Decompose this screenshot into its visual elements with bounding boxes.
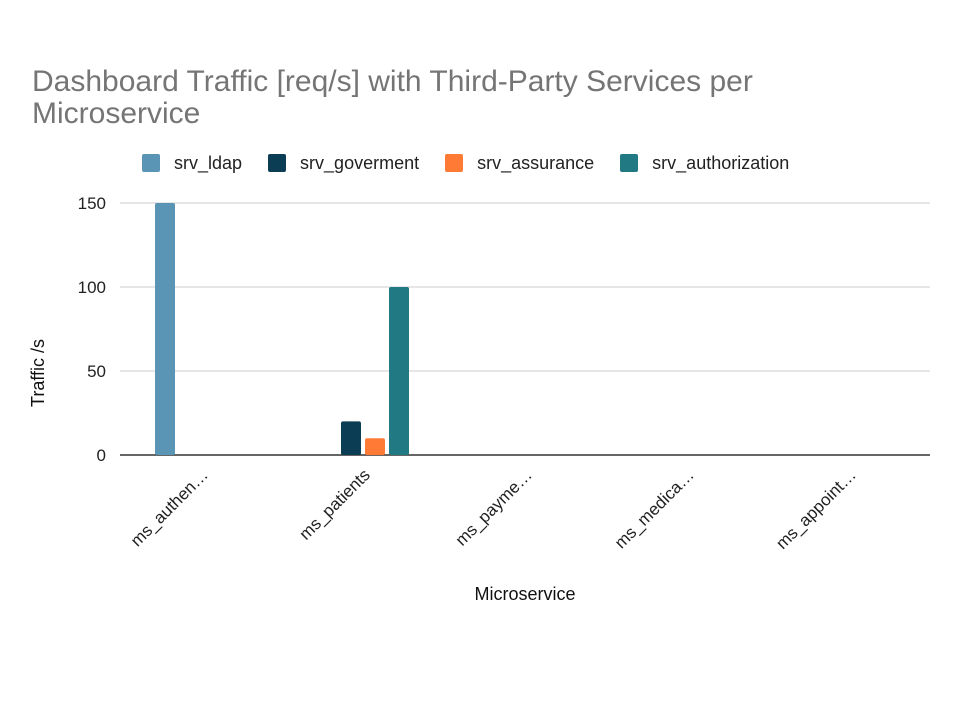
y-tick-labels: 0 50 100 150 xyxy=(78,194,106,465)
x-category-label: ms_authen… xyxy=(127,465,212,550)
y-tick-label: 50 xyxy=(87,362,106,381)
chart-title: Dashboard Traffic [req/s] with Third-Par… xyxy=(32,65,753,130)
x-category-label: ms_patients xyxy=(296,465,374,543)
legend-label-srv-assurance: srv_assurance xyxy=(477,152,595,173)
y-tick-label: 100 xyxy=(78,278,106,297)
x-axis-title: Microservice xyxy=(474,584,575,604)
bars xyxy=(155,203,409,455)
x-category-label: ms_appoint… xyxy=(772,465,860,553)
legend-label-srv-ldap: srv_ldap xyxy=(174,152,243,173)
legend-swatch-srv-goverment xyxy=(268,154,287,172)
x-category-label: ms_medica… xyxy=(611,465,698,552)
x-category-label: ms_payme… xyxy=(452,465,536,549)
x-category-labels: ms_authen… ms_patients ms_payme… ms_medica…… xyxy=(127,465,860,553)
bar-srv-ldap-0 xyxy=(155,203,175,455)
bar-srv-goverment-1 xyxy=(341,421,361,455)
legend-swatch-srv-assurance xyxy=(445,154,464,172)
legend-swatch-srv-ldap xyxy=(142,154,160,172)
bar-srv-authorization-1 xyxy=(389,287,409,455)
legend-item-srv-ldap: srv_ldap xyxy=(142,153,242,174)
legend-item-srv-goverment: srv_goverment xyxy=(268,153,419,174)
gridlines xyxy=(120,202,930,456)
y-tick-label: 150 xyxy=(78,194,106,213)
legend-label-srv-authorization: srv_authorization xyxy=(652,152,790,173)
y-tick-label: 0 xyxy=(97,446,106,465)
bar-srv-assurance-1 xyxy=(365,438,385,455)
legend-item-srv-authorization: srv_authorization xyxy=(620,153,789,174)
legend-swatch-srv-authorization xyxy=(620,154,639,172)
legend-label-srv-goverment: srv_goverment xyxy=(300,152,420,173)
legend: srv_ldap srv_goverment srv_assurance srv… xyxy=(142,151,815,175)
legend-item-srv-assurance: srv_assurance xyxy=(445,153,594,174)
y-axis-title: Traffic /s xyxy=(28,339,48,407)
